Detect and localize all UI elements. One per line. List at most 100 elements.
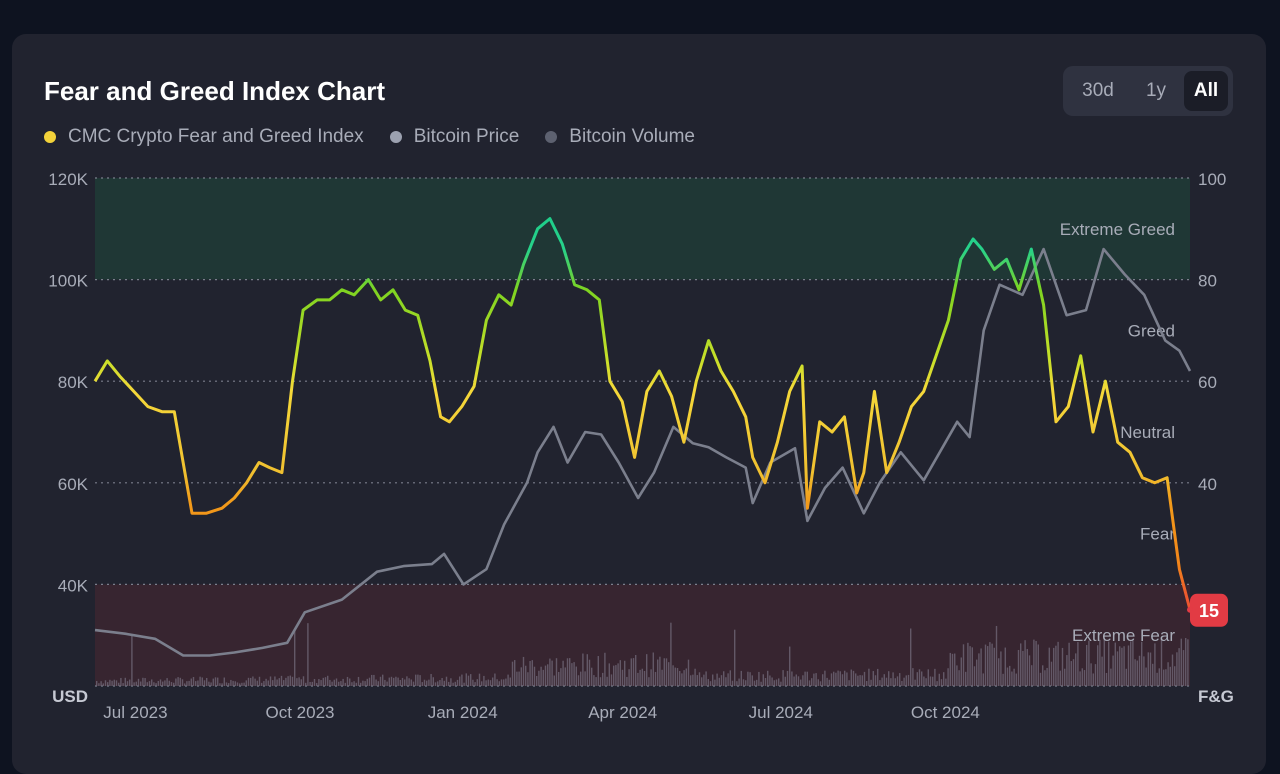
fear-greed-line [93, 217, 1192, 611]
legend-item-bitcoin-price[interactable]: Bitcoin Price [389, 126, 519, 148]
volume-bar [784, 676, 786, 686]
volume-bar [613, 665, 615, 686]
legend-item-fear-greed[interactable]: CMC Crypto Fear and Greed Index [44, 126, 364, 148]
volume-bar [762, 674, 764, 686]
volume-bar [661, 669, 663, 686]
volume-bar [456, 679, 459, 686]
volume-bar [569, 658, 571, 686]
volume-bar [987, 646, 989, 686]
volume-bar [1009, 665, 1011, 686]
volume-bar [221, 683, 223, 686]
legend-dot-bitcoin-volume [545, 131, 558, 143]
volume-bar [188, 680, 190, 686]
volume-bar [606, 676, 608, 686]
volume-bar [243, 682, 245, 686]
volume-bar [685, 668, 687, 686]
volume-bar [714, 679, 716, 686]
volume-bar [1066, 655, 1068, 686]
volume-bar [168, 680, 170, 686]
legend-dot-bitcoin-price [389, 131, 402, 143]
volume-bar [1145, 667, 1147, 686]
volume-bar [632, 658, 635, 686]
volume-bar [599, 677, 602, 686]
volume-bar [386, 681, 388, 686]
volume-bar [269, 676, 272, 686]
volume-bar [822, 674, 824, 686]
range-selector: 30d 1y All [1063, 66, 1233, 116]
volume-bar [888, 671, 890, 686]
volume-bar [338, 681, 340, 686]
volume-bar [670, 622, 672, 686]
volume-bar [672, 665, 674, 686]
volume-bar [665, 658, 668, 686]
volume-bar [1130, 641, 1132, 686]
volume-bar [879, 680, 881, 686]
volume-bar [1123, 646, 1125, 686]
volume-bar [148, 681, 151, 686]
volume-bar [1116, 651, 1119, 686]
volume-bar [918, 669, 921, 686]
legend: CMC Crypto Fear and Greed Index Bitcoin … [44, 126, 695, 148]
volume-bar [923, 676, 925, 686]
volume-bar [159, 679, 162, 686]
volume-bar [529, 661, 531, 686]
volume-bar [846, 672, 848, 686]
volume-bar [212, 678, 214, 686]
range-30d-button[interactable]: 30d [1082, 80, 1114, 101]
volume-bar [428, 679, 430, 686]
volume-bar [848, 680, 850, 686]
volume-bar [135, 681, 137, 686]
volume-bar [1006, 667, 1009, 686]
volume-bar [1075, 653, 1077, 686]
volume-bar [1136, 660, 1138, 686]
range-1y-button[interactable]: 1y [1145, 80, 1167, 101]
volume-bar [360, 682, 362, 686]
volume-bar [712, 674, 714, 686]
volume-bar [489, 680, 492, 686]
volume-bar [773, 680, 775, 686]
legend-dot-fear-greed [44, 131, 56, 143]
volume-bar [289, 675, 291, 686]
volume-bar [901, 680, 903, 686]
volume-bar [357, 676, 360, 686]
volume-bar [1108, 641, 1110, 686]
volume-bar [945, 678, 947, 686]
volume-bar [971, 647, 973, 686]
volume-bar [514, 660, 516, 686]
volume-bar [437, 681, 439, 686]
volume-bar [868, 668, 870, 686]
volume-bar [654, 671, 657, 686]
volume-bar [608, 663, 610, 686]
volume-bar [1033, 639, 1035, 686]
volume-bar [1141, 641, 1143, 686]
volume-bar [1055, 645, 1057, 686]
volume-bar [195, 681, 197, 686]
volume-bar [703, 674, 705, 686]
range-all-button[interactable]: All [1184, 71, 1228, 111]
left-tick-label: 80K [58, 373, 89, 392]
volume-bar [1028, 655, 1031, 686]
volume-bar [764, 677, 767, 686]
volume-bar [621, 669, 624, 686]
volume-bar [283, 680, 285, 686]
right-axis-ticks: 100 80 60 40 F&G [1198, 170, 1234, 706]
volume-bar [555, 658, 558, 686]
zone-labels: Extreme Greed Greed Neutral Fear Extreme Fea… [1060, 220, 1176, 645]
legend-item-bitcoin-volume[interactable]: Bitcoin Volume [545, 126, 695, 148]
volume-bar [142, 677, 144, 686]
volume-bar [377, 681, 379, 686]
volume-bar [630, 658, 632, 686]
volume-bar [199, 676, 201, 686]
volume-bar [857, 675, 859, 686]
volume-bar [219, 683, 221, 686]
volume-bar [617, 663, 619, 686]
volume-bar [179, 677, 181, 686]
zone-label-3: Fear [1140, 525, 1175, 544]
volume-bar [421, 682, 423, 686]
volume-bar [1165, 669, 1167, 686]
volume-bar [1154, 643, 1156, 686]
volume-bar [311, 681, 313, 686]
volume-bar [683, 670, 685, 686]
volume-bar [954, 653, 956, 686]
volume-bar [749, 672, 751, 686]
